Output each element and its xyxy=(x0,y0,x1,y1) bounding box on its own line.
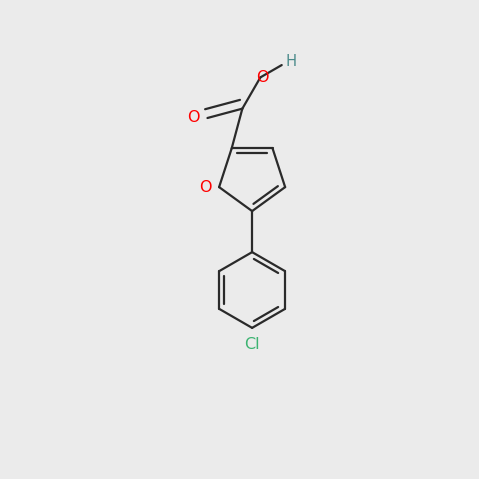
Text: H: H xyxy=(285,55,297,69)
Text: O: O xyxy=(187,111,200,125)
Text: O: O xyxy=(199,180,211,194)
Text: Cl: Cl xyxy=(244,337,260,353)
Text: O: O xyxy=(256,70,268,85)
